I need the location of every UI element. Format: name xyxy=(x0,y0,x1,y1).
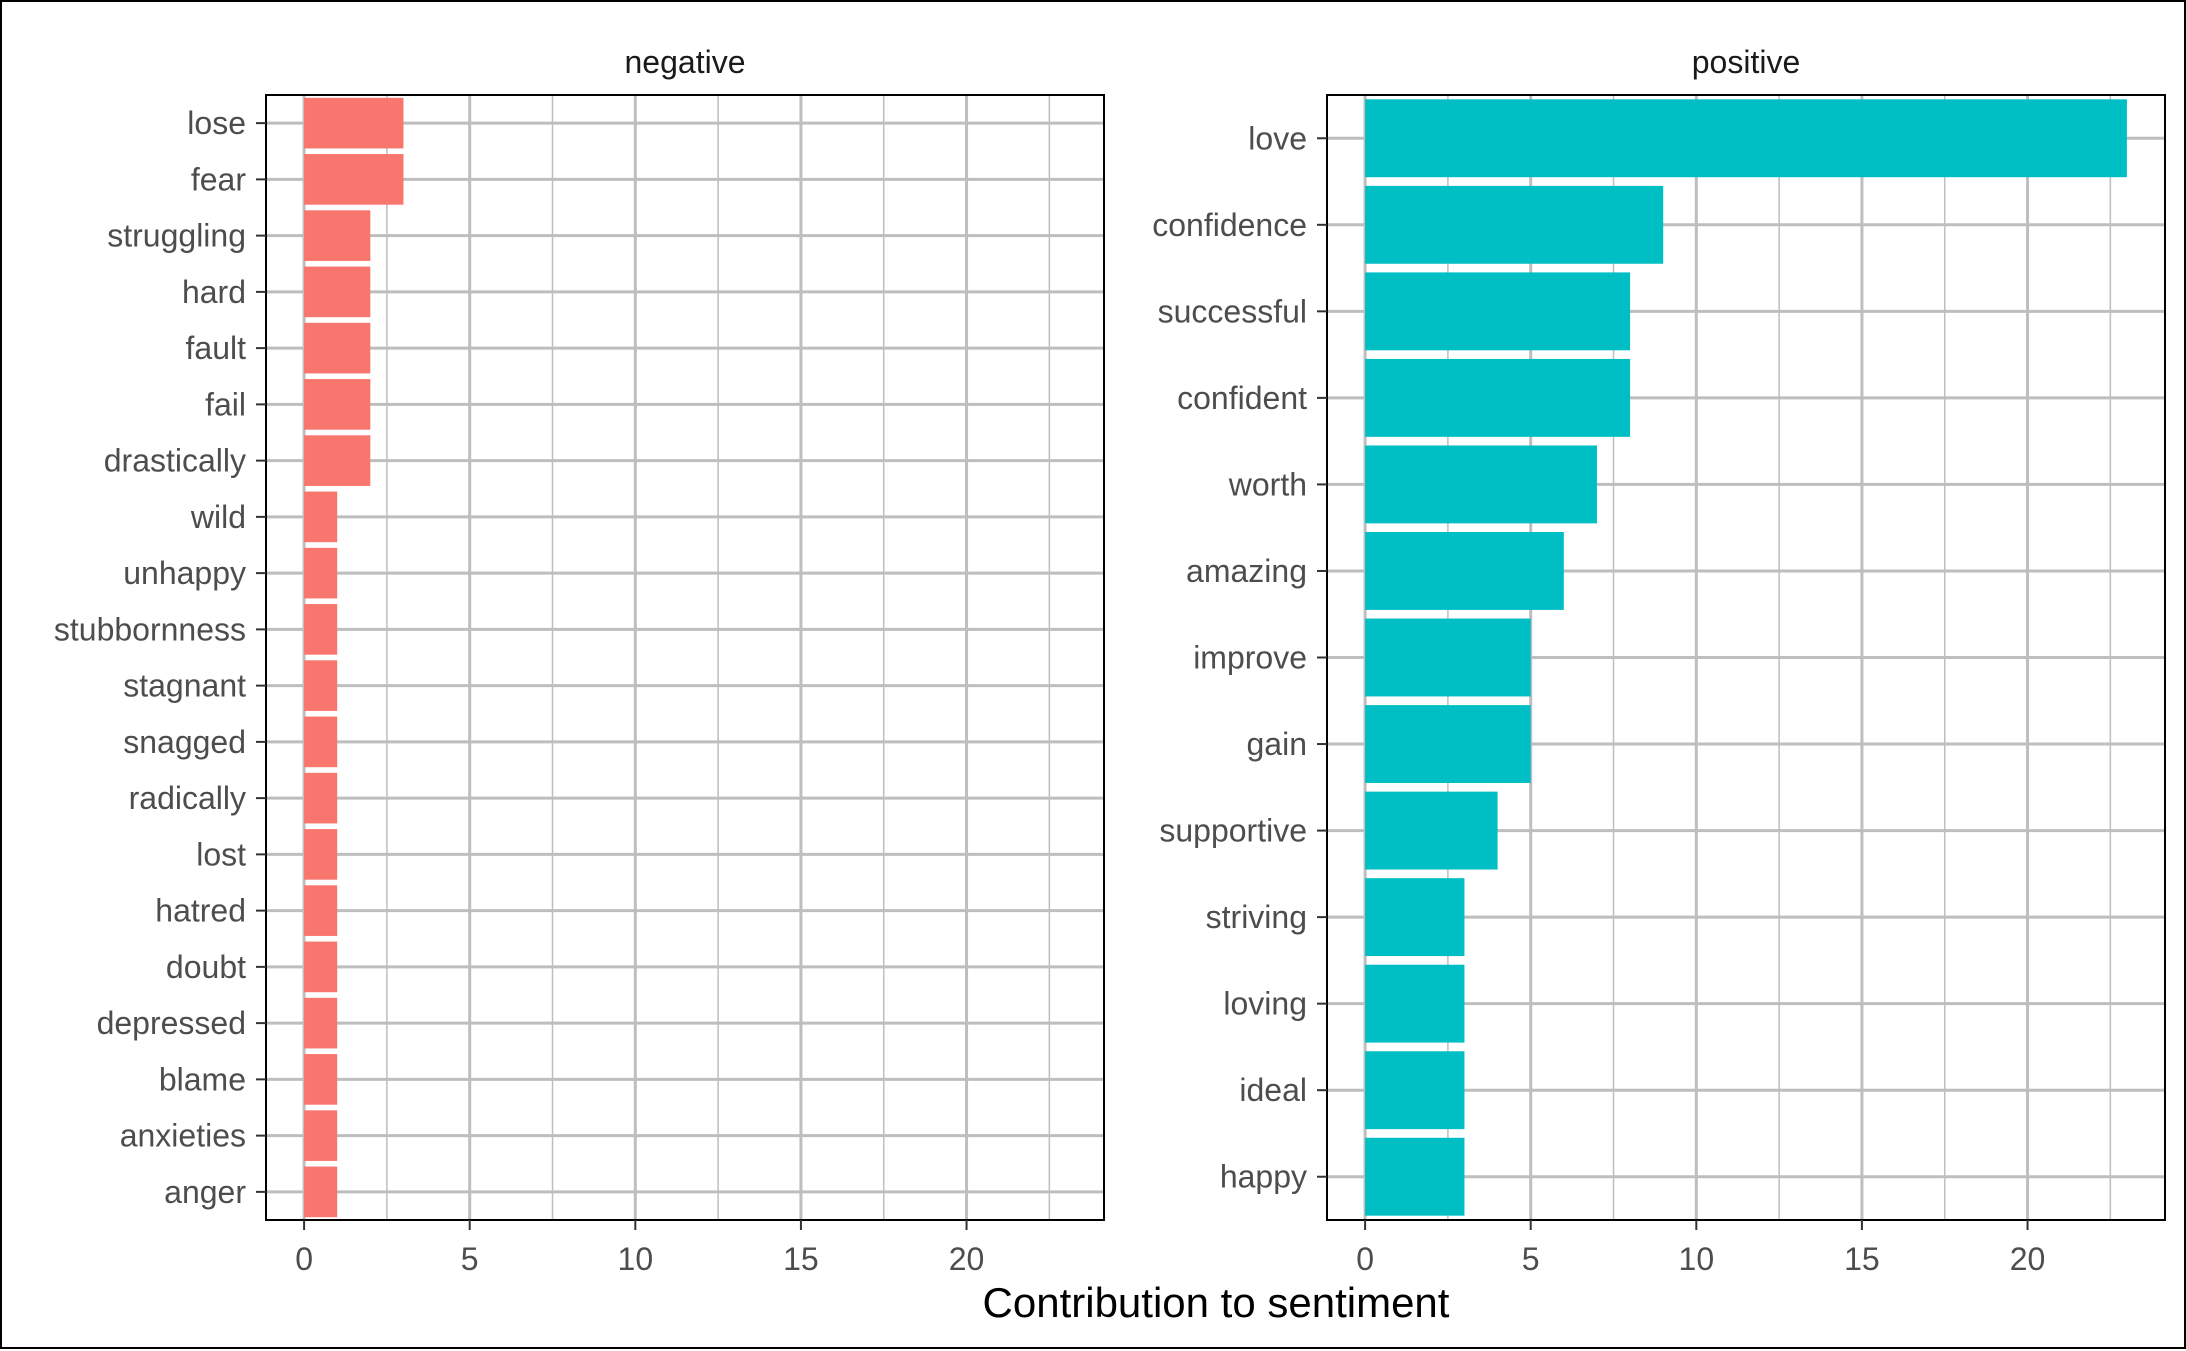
bar xyxy=(304,604,338,655)
category-label: confidence xyxy=(1152,207,1307,243)
bar xyxy=(304,885,338,936)
bar xyxy=(304,997,338,1049)
category-label: doubt xyxy=(166,949,246,985)
x-tick-label: 5 xyxy=(461,1241,479,1277)
bar xyxy=(304,435,371,486)
category-label: fault xyxy=(186,330,247,366)
bar xyxy=(1365,1137,1465,1216)
category-label: anger xyxy=(164,1174,246,1210)
bar xyxy=(1365,272,1631,351)
category-label: supportive xyxy=(1159,813,1307,849)
bar xyxy=(304,1166,338,1218)
bar xyxy=(304,1054,338,1105)
bar xyxy=(1365,878,1465,957)
category-label: lost xyxy=(196,836,246,872)
category-label: worth xyxy=(1228,466,1307,502)
bar xyxy=(1365,358,1631,437)
category-label: snagged xyxy=(123,724,246,760)
x-tick-label: 10 xyxy=(1679,1241,1715,1277)
bar xyxy=(1365,964,1465,1043)
category-label: unhappy xyxy=(123,555,246,591)
category-label: anxieties xyxy=(120,1118,246,1154)
bar xyxy=(1365,185,1664,264)
category-label: love xyxy=(1248,120,1307,156)
bar xyxy=(304,379,371,430)
category-label: successful xyxy=(1158,293,1307,329)
bar xyxy=(1365,532,1564,610)
category-label: striving xyxy=(1206,899,1307,935)
category-label: hatred xyxy=(155,893,246,929)
category-label: fail xyxy=(205,386,246,422)
category-label: lose xyxy=(187,105,246,141)
panel-negative: negative lose fear struggling hard fault fail d… xyxy=(54,44,1105,1277)
x-tick-label: 15 xyxy=(783,1241,819,1277)
bar xyxy=(1365,1051,1465,1130)
category-label: fear xyxy=(191,161,246,197)
category-label: ideal xyxy=(1239,1072,1307,1108)
bar xyxy=(304,491,338,543)
bar xyxy=(1365,791,1498,870)
category-label: drastically xyxy=(104,443,246,479)
bar xyxy=(304,660,338,711)
category-label: loving xyxy=(1223,986,1307,1022)
x-tick-label: 0 xyxy=(295,1241,313,1277)
category-label: amazing xyxy=(1186,553,1307,589)
category-label: confident xyxy=(1177,380,1307,416)
bar xyxy=(304,716,338,768)
category-label: radically xyxy=(129,780,246,816)
category-label: stagnant xyxy=(123,668,246,704)
category-label: depressed xyxy=(97,1005,246,1041)
bar xyxy=(304,322,371,374)
bar xyxy=(304,154,404,205)
x-tick-label: 20 xyxy=(2010,1241,2046,1277)
x-axis-title: Contribution to sentiment xyxy=(983,1279,1450,1326)
category-label: blame xyxy=(159,1061,246,1097)
panel-positive: positive love confidence successful confiden… xyxy=(1152,44,2166,1277)
x-tick-label: 0 xyxy=(1356,1241,1374,1277)
bar xyxy=(304,772,338,824)
category-label: gain xyxy=(1247,726,1308,762)
bar xyxy=(304,97,404,149)
bar xyxy=(1365,705,1531,783)
category-label: struggling xyxy=(107,218,246,254)
bar xyxy=(304,266,371,318)
bar xyxy=(304,941,338,993)
bar xyxy=(304,1110,338,1161)
category-label: stubbornness xyxy=(54,611,246,647)
bar xyxy=(304,547,338,599)
bar xyxy=(304,210,371,261)
x-tick-label: 5 xyxy=(1522,1241,1540,1277)
facet-label: negative xyxy=(625,44,746,80)
category-label: wild xyxy=(190,499,246,535)
category-label: improve xyxy=(1193,640,1307,676)
category-label: happy xyxy=(1220,1159,1307,1195)
category-label: hard xyxy=(182,274,246,310)
bar xyxy=(1365,618,1531,697)
bar xyxy=(1365,99,2127,178)
x-tick-label: 15 xyxy=(1844,1241,1880,1277)
x-tick-label: 20 xyxy=(949,1241,985,1277)
bar xyxy=(1365,445,1597,524)
facet-label: positive xyxy=(1692,44,1801,80)
bar xyxy=(304,829,338,880)
panel-border xyxy=(265,94,1105,1221)
x-tick-label: 10 xyxy=(618,1241,654,1277)
